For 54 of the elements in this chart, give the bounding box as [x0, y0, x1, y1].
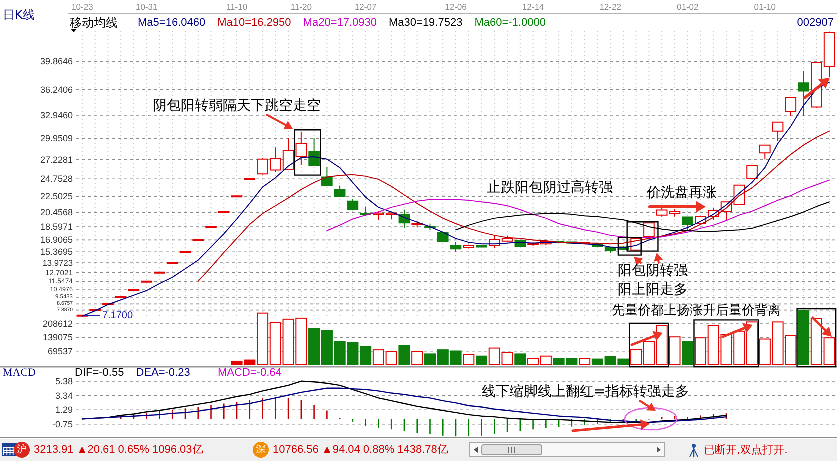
- y-tick-label: 208612: [42, 319, 73, 330]
- text: 3213.91 ▲20.61 0.65% 1096.03亿: [34, 444, 204, 456]
- y-tick-label: 139075: [42, 332, 73, 343]
- annotation: 先量价都上扬涨升后量价背离: [612, 302, 781, 318]
- text: 10766.56 ▲94.04 0.88% 1438.78亿: [273, 444, 448, 456]
- chart-title: MACD: [3, 367, 36, 379]
- text: 已断开,双点打开.: [704, 444, 788, 456]
- x-tick-label: 12-14: [522, 2, 544, 12]
- y-tick-label: 24.7528: [40, 174, 73, 184]
- annotation: 价洗盘再涨: [646, 185, 717, 201]
- chart-title: 日K线: [3, 8, 35, 22]
- y-tick-label: 39.8646: [40, 56, 73, 67]
- y-tick-label: 36.2406: [40, 84, 73, 95]
- annotation: 线下缩脚线上翻红=指标转强走多: [482, 384, 690, 400]
- y-tick-label: 22.5025: [40, 192, 73, 202]
- y-tick-label: 27.2281: [40, 154, 73, 165]
- x-tick-label: 10-31: [136, 2, 158, 12]
- y-tick-label: 13.9723: [42, 258, 74, 268]
- text: Ma10=16.2950: [218, 17, 292, 29]
- x-tick-label: 10-23: [72, 2, 94, 12]
- text: Ma30=19.7523: [389, 17, 463, 29]
- x-tick-label: 12-06: [445, 2, 468, 12]
- y-tick-label: -0.75: [52, 419, 73, 430]
- annotation: 止跌阳包阴过高转强: [487, 180, 613, 196]
- y-tick-label: 29.9509: [40, 134, 73, 144]
- x-tick-label: 11-20: [290, 2, 312, 12]
- text: 深: [256, 444, 266, 456]
- x-tick-label: 01-10: [754, 2, 776, 12]
- y-tick-label: 69537: [48, 346, 73, 356]
- annotation: 7.1700: [102, 310, 134, 322]
- text: Ma20=17.0930: [303, 17, 377, 29]
- x-tick-label: 12-22: [600, 2, 622, 12]
- y-tick-label: 16.9065: [40, 235, 73, 246]
- x-tick-label: 12-07: [354, 2, 377, 12]
- legend-title: 移动均线: [70, 16, 118, 30]
- y-tick-label: 18.5971: [40, 222, 73, 232]
- text: MACD=-0.64: [218, 367, 282, 379]
- text: 沪: [17, 444, 27, 456]
- y-tick-label: 5.38: [55, 376, 73, 387]
- text: Ma5=16.0460: [138, 17, 206, 29]
- text: DIF=-0.55: [75, 367, 124, 379]
- y-tick-label: 15.3695: [40, 247, 73, 258]
- annotation: 阳包阴转强: [618, 263, 688, 279]
- y-tick-label: 20.4568: [40, 208, 73, 218]
- x-tick-label: 01-02: [676, 2, 699, 12]
- text: 002907: [797, 17, 834, 29]
- text: DEA=-0.23: [136, 367, 190, 379]
- y-tick-label: 1.29: [55, 405, 73, 416]
- annotation: 阳上阳走多: [618, 282, 688, 298]
- y-tick-label: 3.34: [55, 390, 73, 401]
- legend-label: Ma60=-1.0000: [474, 17, 546, 29]
- x-tick-label: 11-10: [226, 2, 248, 12]
- annotation: 阴包阳转弱隔天下跳空走空: [153, 98, 321, 114]
- y-tick-label: 32.9460: [40, 110, 73, 120]
